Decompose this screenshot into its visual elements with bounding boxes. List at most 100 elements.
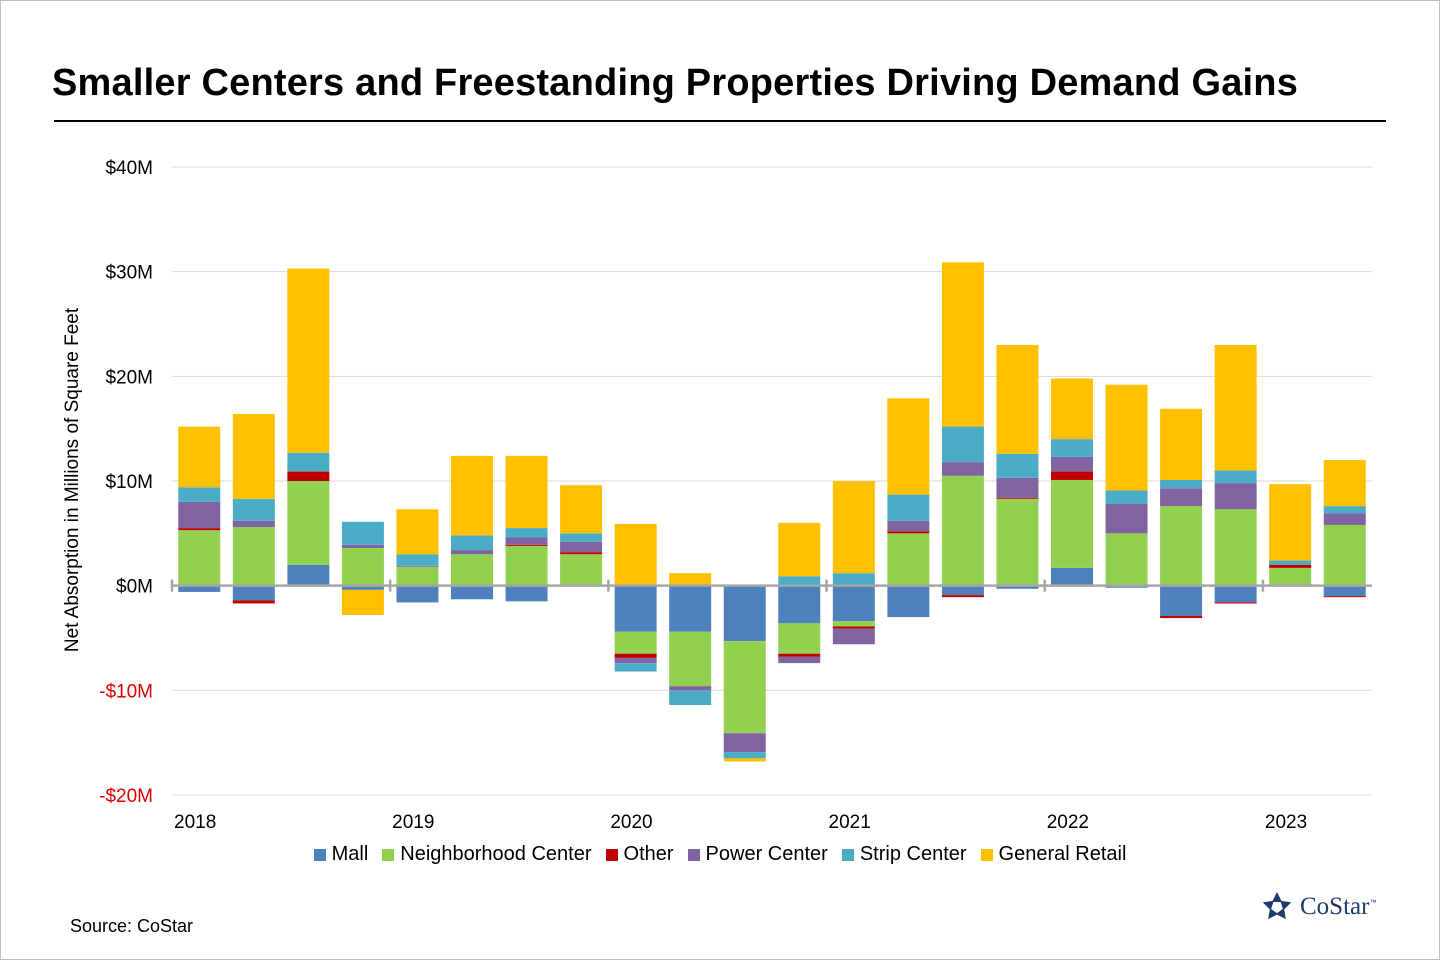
bar-segment-strip-center [723, 752, 766, 759]
bar-segment-mall [451, 585, 493, 600]
y-tick-label: -$10M [99, 681, 153, 702]
bar-segment-other [232, 600, 275, 604]
bar-segment-mall [778, 585, 821, 624]
bar-segment-power-center [505, 537, 548, 545]
bar-segment-general-retail [996, 344, 1039, 454]
bar-segment-other [1160, 616, 1203, 619]
bar-segment-neighborhood-center [396, 566, 439, 586]
chart-title: Smaller Centers and Freestanding Propert… [52, 62, 1299, 104]
bar-segment-neighborhood-center [1051, 479, 1093, 568]
legend: Mall Neighborhood Center Other Power Center… [0, 843, 1440, 866]
costar-logo: CoStar™ [1260, 890, 1376, 924]
bar-segment-mall [614, 585, 657, 632]
bar-segment-strip-center [1051, 439, 1093, 457]
bar-segment-strip-center [287, 452, 330, 472]
x-year-label: 2023 [1265, 812, 1307, 833]
bar-segment-neighborhood-center [505, 545, 548, 586]
bar-segment-strip-center [1105, 490, 1148, 505]
bar-segment-strip-center [560, 533, 603, 542]
bar-segment-general-retail [1105, 384, 1148, 491]
bar-segment-strip-center [451, 535, 493, 551]
bar-segment-mall [287, 564, 330, 586]
legend-swatch [980, 848, 993, 861]
bar-segment-strip-center [178, 487, 221, 502]
logo-wordmark: CoStar™ [1300, 893, 1377, 920]
bar-segment-neighborhood-center [723, 641, 766, 734]
title-underline [54, 120, 1386, 122]
legend-label: Power Center [705, 843, 828, 865]
bar-segment-general-retail [1269, 484, 1312, 561]
bar-segment-general-retail [287, 268, 330, 453]
bar-segment-mall [1323, 585, 1366, 597]
bar-segment-neighborhood-center [1105, 533, 1148, 586]
bar-segment-other [996, 497, 1039, 499]
axes: $40M $30M $20M $10M $0M -$10M -$20M 2018 2019 202… [99, 158, 1372, 833]
x-year-label: 2018 [174, 812, 216, 833]
legend-label: Neighborhood Center [400, 843, 592, 865]
costar-star-icon [1262, 892, 1292, 920]
bar-segment-power-center [178, 501, 221, 529]
bar-segment-mall [887, 585, 930, 618]
bar-segment-mall [396, 585, 439, 603]
bar-segment-power-center [560, 541, 603, 553]
bar-segment-other [1214, 602, 1257, 604]
x-year-label: 2021 [829, 812, 871, 833]
bar-segment-power-center [232, 520, 275, 528]
bar-segment-mall [723, 585, 766, 642]
legend-label: Other [623, 843, 674, 865]
x-year-label: 2022 [1047, 812, 1089, 833]
x-year-label: 2020 [610, 812, 652, 833]
bar-segment-power-center [1105, 504, 1148, 534]
bar-segment-strip-center [232, 498, 275, 521]
bar-segment-strip-center [1323, 506, 1366, 514]
bar-segment-other [614, 653, 657, 658]
bar-segment-other [1323, 596, 1366, 598]
legend-label: Mall [331, 843, 369, 865]
bar-segment-power-center [941, 462, 984, 476]
source-note: Source: CoStar [70, 916, 194, 936]
bar-segment-neighborhood-center [832, 621, 875, 627]
bar-segment-power-center [1323, 513, 1366, 525]
bar-segment-general-retail [669, 573, 712, 586]
bar-segment-neighborhood-center [996, 498, 1039, 586]
legend-label: Strip Center [859, 843, 967, 865]
bar-segment-general-retail [232, 414, 275, 499]
bar-segment-general-retail [1214, 344, 1257, 471]
bar-segment-general-retail [1051, 378, 1093, 440]
legend-swatch [605, 848, 618, 861]
bar-segment-general-retail [451, 455, 493, 536]
y-tick-label: -$20M [99, 786, 153, 807]
bar-segment-mall [505, 585, 548, 602]
bar-segment-strip-center [1269, 560, 1312, 565]
bar-segment-strip-center [1160, 479, 1203, 489]
bar-segment-mall [832, 585, 875, 622]
bar-segment-general-retail [614, 523, 657, 586]
bar-segment-general-retail [505, 455, 548, 529]
bar-segment-other [778, 653, 821, 657]
bar-segment-neighborhood-center [341, 547, 384, 586]
bar-segment-neighborhood-center [1323, 524, 1366, 586]
bar-segment-power-center [396, 565, 439, 567]
bar-segment-other [178, 528, 221, 531]
bar-segment-neighborhood-center [451, 554, 493, 586]
bar-segment-strip-center [669, 690, 712, 705]
y-tick-label: $10M [105, 472, 153, 493]
bar-segment-strip-center [505, 528, 548, 538]
bar-segment-other [941, 595, 984, 598]
bar-segment-power-center [996, 477, 1039, 498]
legend-swatch [687, 848, 700, 861]
bar-segment-other [505, 544, 548, 546]
bar-segment-general-retail [723, 758, 766, 762]
bar-segment-power-center [723, 733, 766, 753]
legend-item-power-center: Power Center [687, 843, 828, 866]
legend-label: General Retail [998, 843, 1127, 865]
bar-segment-power-center [669, 686, 712, 691]
bar-segment-power-center [614, 657, 657, 664]
y-tick-label: $20M [105, 367, 153, 388]
bar-segment-neighborhood-center [1214, 509, 1257, 586]
bar-segment-general-retail [1160, 408, 1203, 480]
bar-segment-other [560, 552, 603, 555]
legend-item-mall: Mall [313, 843, 369, 866]
legend-item-strip-center: Strip Center [841, 843, 967, 866]
bar-segment-mall [996, 585, 1039, 589]
